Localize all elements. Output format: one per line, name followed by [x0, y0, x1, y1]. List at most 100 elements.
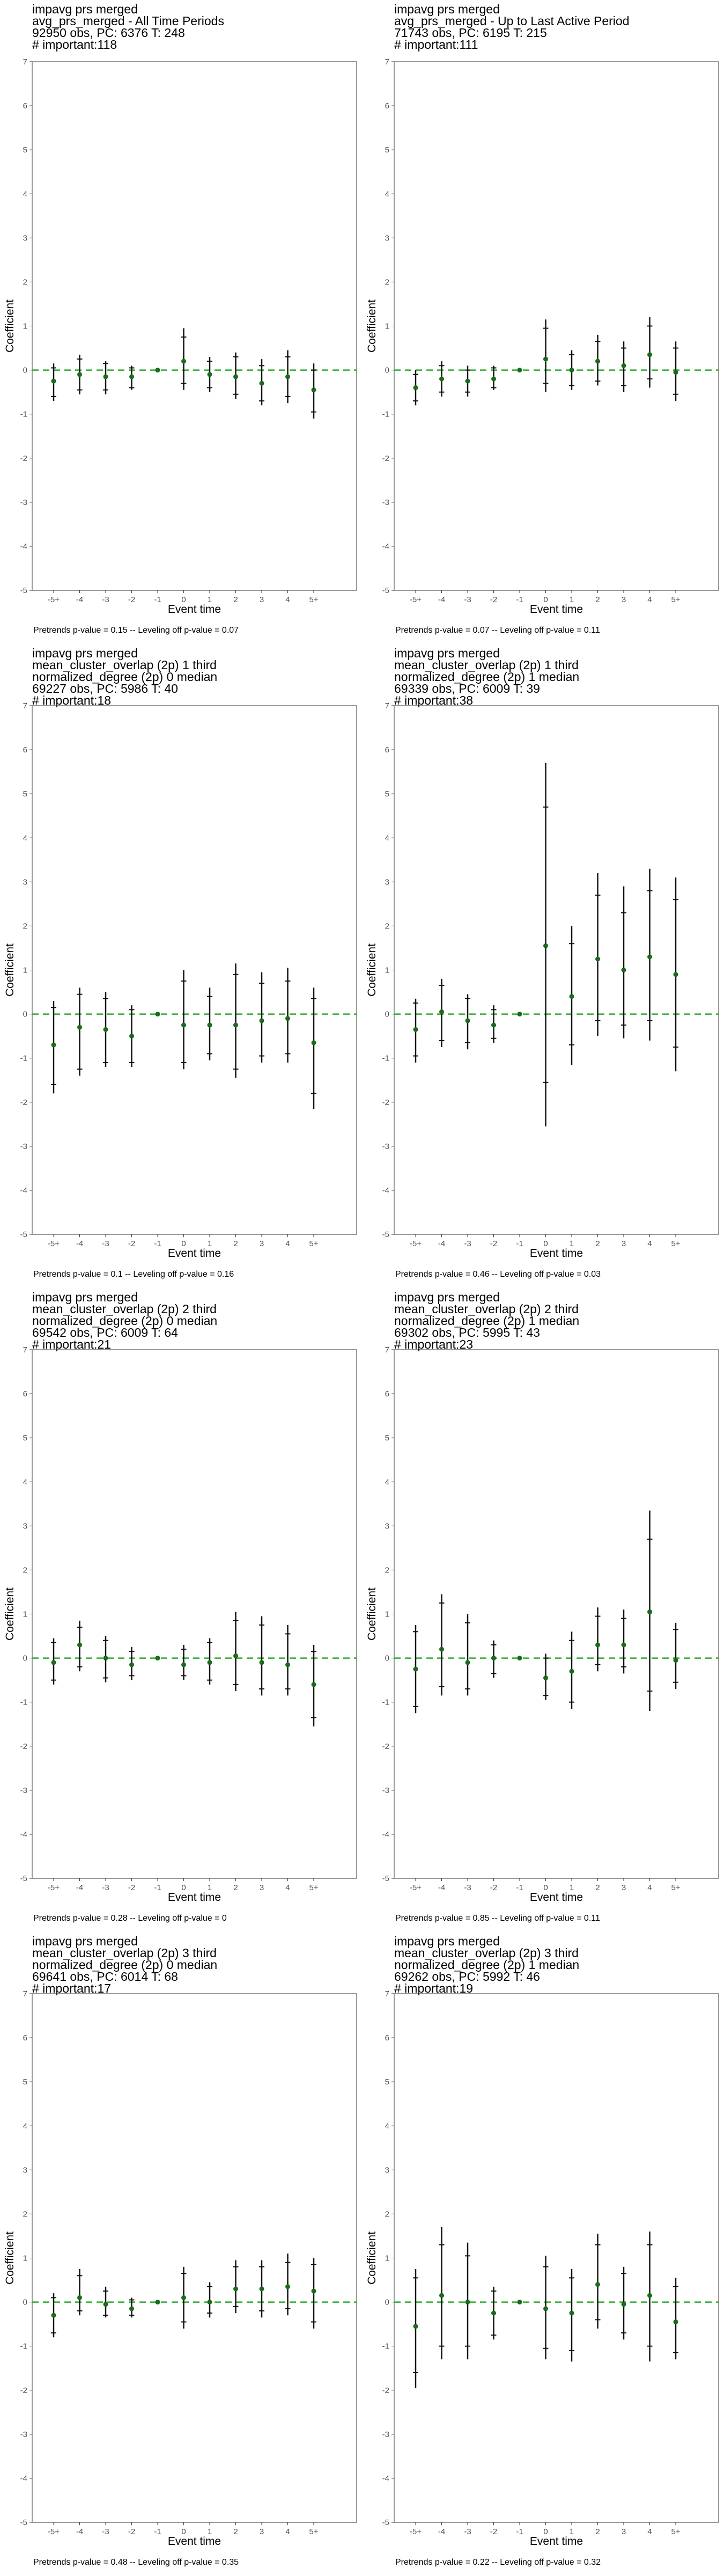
x-tick-label: -5+	[48, 2527, 60, 2536]
chart-footnote: Pretrends p-value = 0.22 -- Leveling off…	[395, 2558, 601, 2567]
estimate-point	[569, 2310, 574, 2316]
x-axis-title: Event time	[530, 1247, 583, 1260]
y-tick-label: 7	[23, 1989, 27, 1999]
chart-title-line: mean_cluster_overlap (2p) 2 third	[394, 1302, 579, 1316]
y-tick-label: 1	[385, 322, 389, 331]
chart-title-line: # important:38	[394, 693, 474, 707]
y-tick-label: -3	[382, 1142, 389, 1151]
estimate-point	[543, 1675, 548, 1681]
plot-frame	[394, 1349, 719, 1879]
x-tick-label: -4	[438, 1239, 445, 1248]
plot-frame	[394, 61, 719, 591]
estimate-point	[103, 2302, 108, 2307]
y-tick-label: 6	[23, 1389, 27, 1399]
x-tick-label: -4	[438, 1883, 445, 1892]
x-tick-label: 5+	[309, 1239, 318, 1248]
y-tick-label: -4	[382, 542, 389, 551]
x-tick-label: -3	[102, 2527, 109, 2536]
x-tick-label: -5+	[48, 1883, 60, 1892]
x-tick-label: 1	[208, 2527, 212, 2536]
estimate-point	[181, 358, 186, 364]
y-tick-label: 5	[23, 789, 27, 799]
y-tick-label: -2	[20, 1098, 27, 1107]
y-tick-label: -5	[382, 1230, 389, 1239]
y-tick-label: 5	[385, 145, 389, 155]
y-tick-label: -2	[382, 2386, 389, 2395]
y-tick-label: -4	[20, 1186, 27, 1195]
estimate-point	[285, 2284, 290, 2289]
x-tick-label: -2	[490, 2527, 497, 2536]
estimate-point	[491, 1022, 496, 1028]
y-tick-label: -5	[20, 1230, 27, 1239]
y-tick-label: -2	[382, 1742, 389, 1751]
chart-title-line: # important:17	[32, 1981, 112, 1995]
y-axis-title: Coefficient	[4, 2231, 16, 2285]
y-tick-label: -4	[20, 1830, 27, 1839]
y-tick-label: 1	[23, 1610, 27, 1619]
x-tick-label: -4	[438, 2527, 445, 2536]
x-tick-label: 4	[647, 1239, 652, 1248]
y-tick-label: 5	[23, 145, 27, 155]
estimate-point	[181, 1022, 186, 1028]
y-tick-label: 3	[23, 233, 27, 243]
x-axis-title: Event time	[168, 603, 221, 616]
y-axis-title: Coefficient	[366, 943, 378, 997]
x-tick-label: 2	[233, 595, 238, 604]
x-tick-label: -1	[516, 595, 523, 604]
chart-title-line: normalized_degree (2p) 1 median	[394, 1314, 580, 1328]
y-tick-label: 6	[385, 745, 389, 755]
chart-title: impavg prs merged mean_cluster_overlap (…	[32, 1935, 217, 1995]
estimate-point	[465, 2300, 470, 2305]
y-tick-label: 5	[385, 789, 389, 799]
estimate-point	[673, 2319, 678, 2325]
estimate-point	[517, 2300, 522, 2305]
x-tick-label: 0	[543, 595, 548, 604]
x-axis-title: Event time	[168, 1247, 221, 1260]
chart-title: impavg prs merged mean_cluster_overlap (…	[32, 647, 217, 707]
x-tick-label: 1	[570, 1239, 574, 1248]
y-tick-label: 3	[23, 1521, 27, 1531]
estimate-point	[207, 1022, 212, 1028]
chart-title-line: 69262 obs, PC: 5992 T: 46	[394, 1970, 540, 1984]
estimate-point	[439, 2293, 444, 2298]
y-tick-label: -3	[382, 498, 389, 507]
x-tick-label: 4	[285, 1883, 290, 1892]
y-axis-title: Coefficient	[366, 2231, 378, 2285]
x-tick-label: -3	[102, 1883, 109, 1892]
estimate-point	[129, 1034, 134, 1039]
x-tick-label: 1	[208, 1239, 212, 1248]
estimate-point	[413, 1027, 418, 1032]
y-tick-label: 7	[385, 701, 389, 711]
estimate-point	[51, 2312, 56, 2318]
estimate-point	[155, 1012, 160, 1017]
y-tick-label: 6	[23, 2033, 27, 2043]
chart-title-line: # important:18	[32, 693, 112, 707]
y-tick-label: 5	[385, 1433, 389, 1443]
y-tick-label: 3	[385, 233, 389, 243]
estimate-point	[543, 943, 548, 948]
estimate-point	[439, 1646, 444, 1652]
estimate-point	[569, 994, 574, 999]
x-tick-label: 2	[233, 2527, 238, 2536]
x-tick-label: 4	[647, 595, 652, 604]
estimate-point	[647, 2293, 652, 2298]
estimate-point	[595, 358, 600, 364]
x-tick-label: 3	[622, 1239, 626, 1248]
y-tick-label: 0	[385, 1654, 389, 1663]
estimate-point	[465, 378, 470, 384]
y-tick-label: 5	[23, 1433, 27, 1443]
y-tick-label: 4	[385, 2121, 389, 2131]
chart-title: impavg prs merged mean_cluster_overlap (…	[394, 1291, 580, 1351]
chart-title-line: # important:21	[32, 1337, 112, 1351]
estimate-point	[181, 2295, 186, 2300]
y-tick-label: 7	[23, 1345, 27, 1355]
chart-title-line: mean_cluster_overlap (2p) 3 third	[394, 1946, 579, 1960]
y-tick-label: 2	[385, 277, 389, 287]
chart-panel: impavg prs merged mean_cluster_overlap (…	[0, 1288, 362, 1932]
y-tick-label: 7	[385, 1345, 389, 1355]
estimate-point	[517, 368, 522, 373]
y-tick-label: 2	[385, 1565, 389, 1575]
y-tick-label: 1	[385, 1610, 389, 1619]
x-axis-title: Event time	[530, 603, 583, 616]
x-tick-label: -4	[76, 2527, 83, 2536]
